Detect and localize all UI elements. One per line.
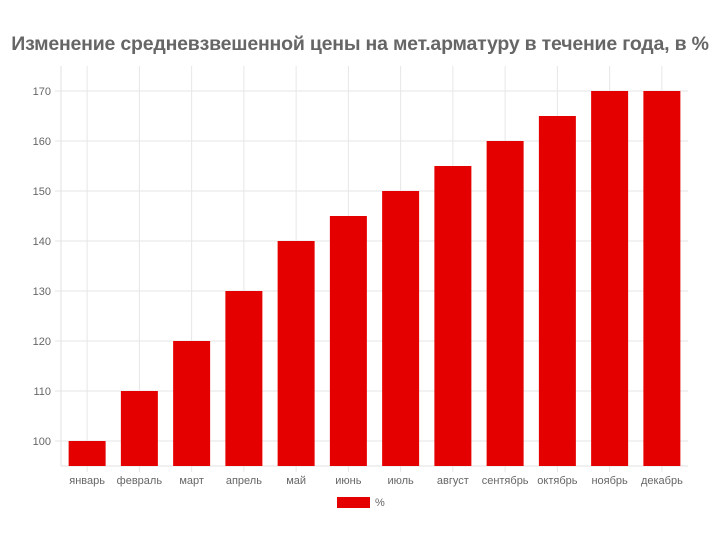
chart-title: Изменение средневзвешенной цены на мет.а… bbox=[11, 33, 709, 55]
bar-апрель bbox=[225, 291, 263, 466]
legend-swatch bbox=[337, 497, 370, 508]
bar-декабрь bbox=[643, 91, 681, 466]
y-tick-label: 170 bbox=[33, 86, 51, 98]
bar-февраль bbox=[120, 391, 158, 466]
x-tick-label: июль bbox=[387, 475, 414, 487]
x-tick-label: декабрь bbox=[641, 475, 683, 487]
x-tick-label: июнь bbox=[335, 475, 361, 487]
bar-август bbox=[434, 166, 472, 466]
x-tick-label: март bbox=[179, 475, 204, 487]
bar-март bbox=[173, 341, 211, 466]
x-tick-label: май bbox=[286, 475, 306, 487]
x-tick-label: февраль bbox=[117, 475, 163, 487]
legend-label: % bbox=[375, 497, 385, 509]
y-tick-label: 100 bbox=[33, 436, 51, 448]
bar-октябрь bbox=[538, 116, 576, 466]
y-tick-label: 110 bbox=[33, 386, 51, 398]
x-tick-label: январь bbox=[69, 475, 105, 487]
bar-ноябрь bbox=[591, 91, 629, 466]
y-tick-label: 130 bbox=[33, 286, 51, 298]
y-tick-label: 160 bbox=[33, 136, 51, 148]
x-tick-label: апрель bbox=[226, 475, 262, 487]
bar-май bbox=[277, 241, 315, 466]
bar-январь bbox=[68, 441, 106, 466]
y-tick-label: 120 bbox=[33, 336, 51, 348]
bar-июль bbox=[382, 191, 420, 466]
bar-июнь bbox=[329, 216, 367, 466]
bar-сентябрь bbox=[486, 141, 524, 466]
y-tick-label: 140 bbox=[33, 236, 51, 248]
x-tick-label: сентябрь bbox=[482, 475, 529, 487]
y-tick-label: 150 bbox=[33, 186, 51, 198]
x-tick-label: ноябрь bbox=[591, 475, 628, 487]
x-tick-label: август bbox=[437, 475, 469, 487]
x-tick-label: октябрь bbox=[537, 475, 577, 487]
